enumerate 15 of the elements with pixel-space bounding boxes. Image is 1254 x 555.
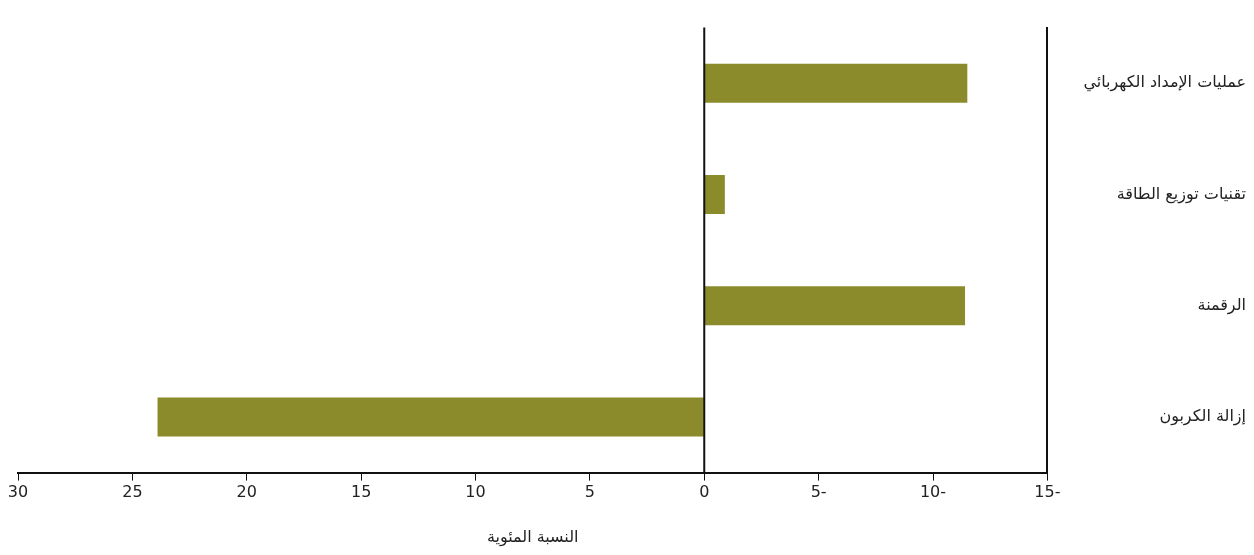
x-tick-label: 25 bbox=[122, 482, 143, 502]
y-tick-label: الرقمنة bbox=[1197, 294, 1246, 315]
y-tick-label: تقنيات توزيع الطاقة bbox=[1116, 183, 1246, 204]
y-tick-label: إزالة الكربون bbox=[1159, 406, 1246, 427]
x-tick-label: 5- bbox=[810, 482, 827, 502]
x-tick-label: 15 bbox=[350, 482, 372, 502]
x-tick-label: 5 bbox=[584, 482, 595, 502]
x-axis-title: النسبة المئوية bbox=[486, 526, 579, 547]
x-tick-label: 10- bbox=[919, 482, 947, 502]
x-tick-label: 10 bbox=[465, 482, 486, 502]
x-tick-label: 0 bbox=[699, 482, 710, 502]
x-tick-label: 15- bbox=[1034, 482, 1061, 502]
x-tick-label: 20 bbox=[236, 482, 257, 502]
x-tick-label: 30 bbox=[7, 482, 29, 502]
y-tick-label: عمليات الإمداد الكهربائي bbox=[1083, 72, 1246, 93]
